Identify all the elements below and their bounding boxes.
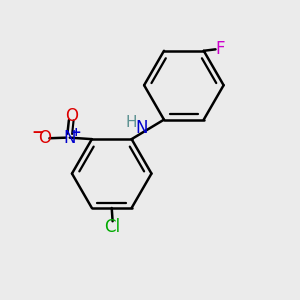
Text: H: H <box>126 115 137 130</box>
Text: F: F <box>215 40 225 58</box>
Text: N: N <box>64 129 76 147</box>
Text: +: + <box>71 126 82 139</box>
Text: N: N <box>136 119 148 137</box>
Text: O: O <box>65 107 78 125</box>
Text: O: O <box>38 129 51 147</box>
Text: −: − <box>32 125 45 140</box>
Text: Cl: Cl <box>104 218 121 236</box>
